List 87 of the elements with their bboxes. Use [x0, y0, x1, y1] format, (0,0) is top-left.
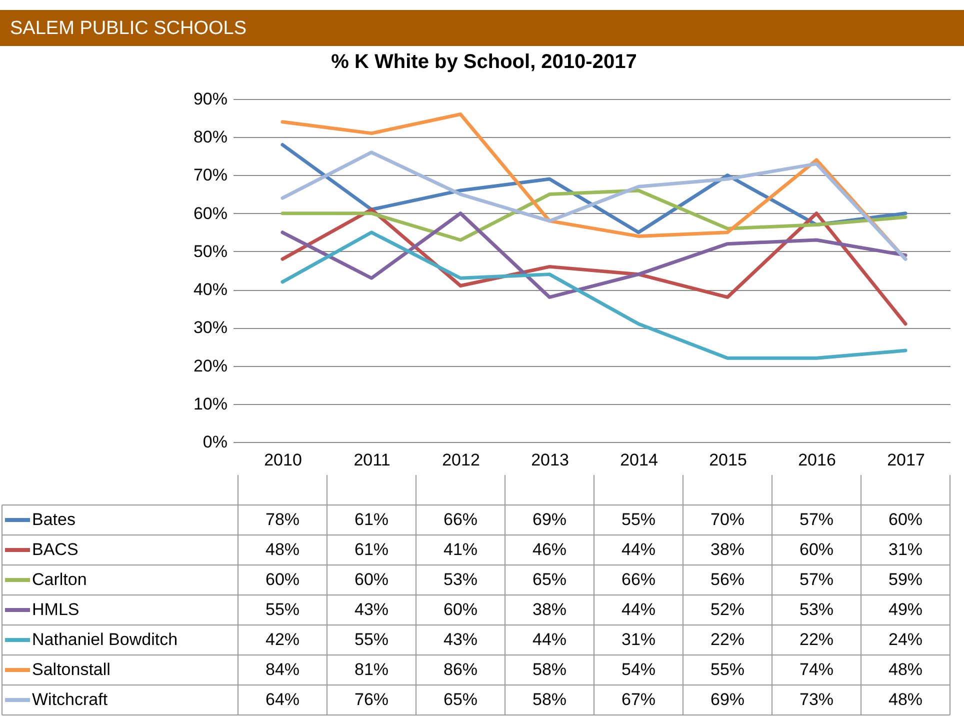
data-label: 48%	[888, 660, 923, 679]
data-label: 60%	[799, 540, 834, 559]
data-label: 54%	[621, 660, 656, 679]
x-tick-label: 2010	[264, 450, 302, 470]
data-label: 64%	[265, 690, 300, 709]
x-tick-label: 2014	[620, 450, 658, 470]
chart-title: SALEM PUBLIC SCHOOLS	[10, 18, 247, 39]
data-label: 48%	[265, 540, 300, 559]
data-label: 22%	[799, 630, 834, 649]
data-label: 22%	[710, 630, 745, 649]
data-label: 44%	[621, 540, 656, 559]
legend-label: Bates	[32, 510, 76, 529]
line-series	[280, 212, 908, 299]
data-label: 86%	[443, 660, 478, 679]
data-label: 53%	[443, 570, 478, 589]
line-series	[280, 230, 908, 360]
data-label: 44%	[621, 600, 656, 619]
data-label: 49%	[888, 600, 923, 619]
legend-label: Saltonstall	[32, 660, 110, 679]
legend-label: HMLS	[32, 600, 80, 619]
y-tick-label: 0%	[202, 432, 228, 452]
legend-label: BACS	[32, 540, 78, 559]
y-tick-label: 70%	[193, 166, 228, 185]
data-label: 42%	[265, 630, 300, 649]
data-label: 55%	[621, 510, 656, 529]
y-tick-label: 80%	[193, 128, 228, 147]
data-label: 61%	[354, 540, 389, 559]
data-label: 38%	[532, 600, 567, 619]
data-label: 65%	[443, 690, 478, 709]
data-label: 56%	[710, 570, 745, 589]
legend-label: Nathaniel Bowditch	[32, 630, 178, 649]
data-label: 67%	[621, 690, 656, 709]
data-label: 76%	[354, 690, 389, 709]
x-tick-label: 2015	[709, 450, 747, 470]
data-label: 60%	[354, 570, 389, 589]
y-tick-label: 90%	[193, 90, 228, 108]
data-label: 66%	[443, 510, 478, 529]
data-label: 55%	[710, 660, 745, 679]
data-label: 84%	[265, 660, 300, 679]
data-label: 61%	[354, 510, 389, 529]
legend-label: Witchcraft	[32, 690, 108, 709]
x-tick-label: 2011	[354, 450, 390, 470]
line-series	[280, 150, 908, 261]
data-label: 43%	[354, 600, 389, 619]
data-label: 60%	[265, 570, 300, 589]
data-label: 31%	[621, 630, 656, 649]
data-label: 38%	[710, 540, 745, 559]
data-label: 58%	[532, 690, 567, 709]
data-label: 55%	[354, 630, 389, 649]
data-label: 66%	[621, 570, 656, 589]
data-label: 58%	[532, 660, 567, 679]
y-tick-label: 20%	[193, 356, 228, 376]
y-tick-label: 40%	[193, 280, 228, 300]
y-tick-label: 30%	[193, 318, 228, 338]
data-label: 69%	[710, 690, 745, 709]
x-tick-label: 2016	[798, 450, 836, 470]
data-label: 57%	[799, 570, 834, 589]
data-label: 74%	[799, 660, 834, 679]
data-label: 70%	[710, 510, 745, 529]
data-label: 78%	[265, 510, 300, 529]
data-label: 48%	[888, 690, 923, 709]
y-tick-label: 60%	[193, 204, 228, 223]
data-label: 31%	[888, 540, 923, 559]
x-tick-label: 2012	[442, 450, 480, 470]
data-label: 57%	[799, 510, 834, 529]
data-label: 52%	[710, 600, 745, 619]
data-label: 69%	[532, 510, 567, 529]
data-label: 41%	[443, 540, 478, 559]
data-label: 59%	[888, 570, 923, 589]
data-label: 44%	[532, 630, 567, 649]
data-label: 53%	[799, 600, 834, 619]
data-label: 73%	[799, 690, 834, 709]
data-label: 24%	[888, 630, 923, 649]
legend-label: Carlton	[32, 570, 87, 589]
chart-subtitle: % K White by School, 2010-2017	[331, 51, 637, 73]
y-tick-label: 50%	[193, 242, 228, 261]
data-label: 46%	[532, 540, 567, 559]
data-label: 60%	[443, 600, 478, 619]
y-tick-label: 10%	[193, 394, 228, 414]
x-tick-label: 2013	[531, 450, 569, 470]
data-label: 81%	[354, 660, 389, 679]
data-label: 43%	[443, 630, 478, 649]
data-label: 60%	[888, 510, 923, 529]
data-label: 55%	[265, 600, 300, 619]
line-series	[280, 188, 908, 242]
x-tick-label: 2017	[887, 450, 925, 470]
data-label: 65%	[532, 570, 567, 589]
